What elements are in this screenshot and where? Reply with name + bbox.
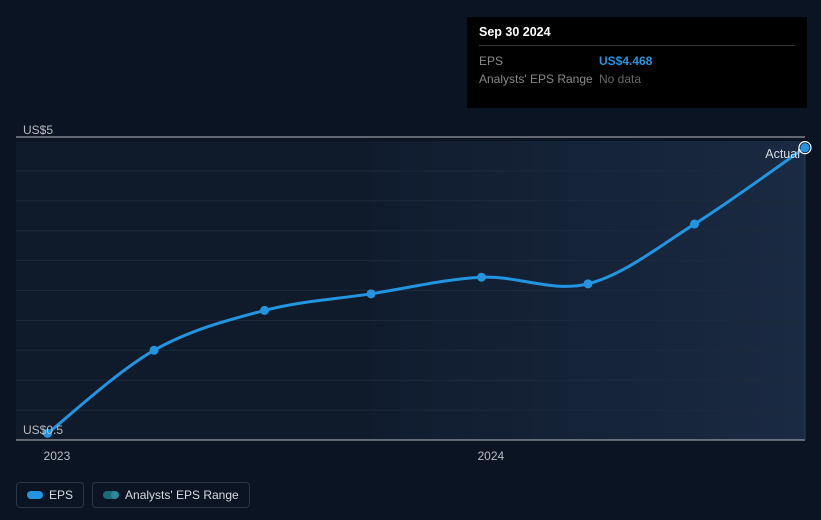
x-axis-tick-2023: 2023 [44,449,71,463]
x-axis-tick-2024: 2024 [478,449,505,463]
legend-swatch-icon [103,491,117,499]
legend-item-analysts-range[interactable]: Analysts' EPS Range [92,482,250,508]
tooltip-label: Analysts' EPS Range [479,72,599,86]
tooltip-value: No data [599,72,641,86]
tooltip-row-eps: EPS US$4.468 [479,52,795,70]
tooltip-value: US$4.468 [599,54,652,68]
legend-swatch-icon [27,491,41,499]
chart-legend: EPS Analysts' EPS Range [16,482,250,508]
tooltip-date: Sep 30 2024 [479,25,795,46]
tooltip-label: EPS [479,54,599,68]
legend-label: Analysts' EPS Range [125,488,239,502]
tooltip-row-range: Analysts' EPS Range No data [479,70,795,88]
actual-label: Actual [765,147,800,161]
legend-label: EPS [49,488,73,502]
y-axis-max-label: US$5 [23,123,53,137]
y-axis-min-label: US$0.5 [23,423,63,437]
legend-item-eps[interactable]: EPS [16,482,84,508]
chart-tooltip: Sep 30 2024 EPS US$4.468 Analysts' EPS R… [467,17,807,108]
eps-chart: Sep 30 2024 EPS US$4.468 Analysts' EPS R… [0,0,821,520]
